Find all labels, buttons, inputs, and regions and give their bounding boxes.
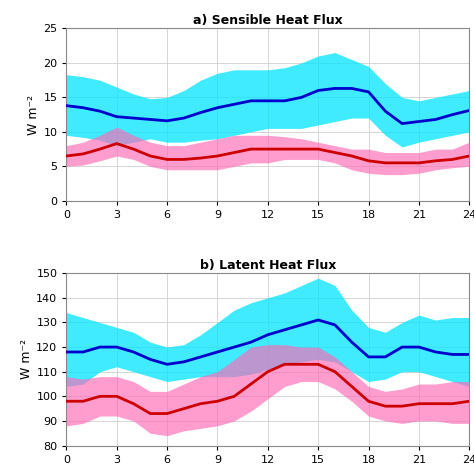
Title: b) Latent Heat Flux: b) Latent Heat Flux <box>200 259 336 272</box>
Y-axis label: W m⁻²: W m⁻² <box>20 339 34 380</box>
Y-axis label: W m⁻²: W m⁻² <box>27 94 40 135</box>
Title: a) Sensible Heat Flux: a) Sensible Heat Flux <box>193 14 343 27</box>
